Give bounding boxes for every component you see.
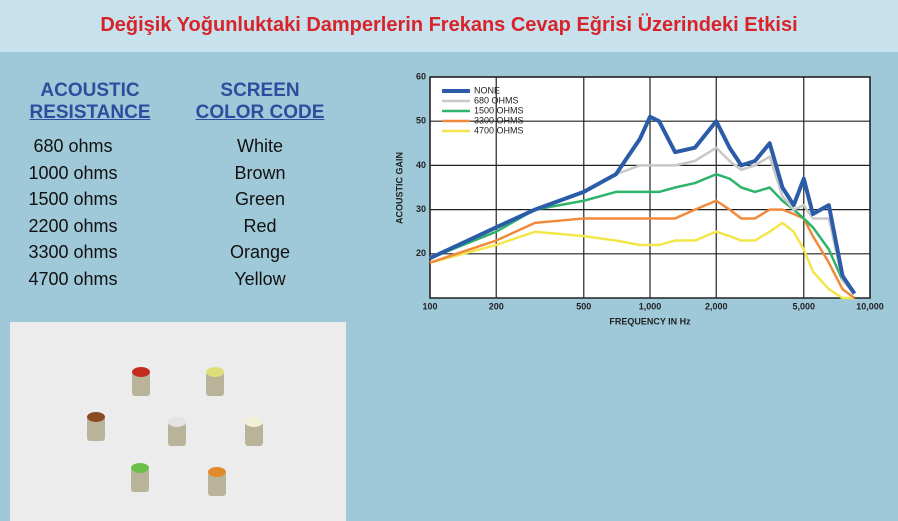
- damper: [208, 467, 226, 496]
- x-tick-label: 500: [576, 301, 591, 311]
- y-tick-label: 20: [416, 248, 426, 258]
- x-tick-label: 100: [422, 301, 437, 311]
- table-cell: Red: [243, 215, 277, 236]
- table-cell: White: [236, 136, 283, 156]
- x-axis-label: FREQUENCY IN Hz: [609, 316, 691, 326]
- table-cell: 1000 ohms: [28, 162, 118, 183]
- damper: [245, 417, 263, 446]
- table-cell: 1500 ohms: [28, 189, 118, 209]
- series-line: [429, 114, 857, 295]
- table-cell: 2200 ohms: [28, 215, 118, 236]
- table-cell: Orange: [229, 242, 291, 262]
- x-tick-label: 10,000: [856, 301, 884, 311]
- damper-photo: [10, 322, 346, 521]
- legend-label: 680 OHMS: [474, 95, 519, 105]
- table-cell: Yellow: [234, 268, 286, 289]
- damper: [131, 463, 149, 492]
- header-line: ACOUSTIC: [40, 80, 140, 101]
- y-axis-label: ACOUSTIC GAIN: [394, 152, 404, 224]
- x-tick-label: 2,000: [705, 301, 728, 311]
- table-cell: Brown: [234, 162, 286, 183]
- legend-label: 1500 OHMS: [474, 105, 524, 115]
- dampers: [87, 367, 263, 496]
- y-tick-label: 60: [416, 71, 426, 81]
- header-line: SCREEN: [220, 80, 300, 101]
- y-tick-label: 30: [416, 204, 426, 214]
- damper: [168, 417, 186, 446]
- y-tick-label: 40: [416, 160, 426, 170]
- damper: [206, 367, 224, 396]
- table-cell: 3300 ohms: [28, 242, 118, 262]
- table-cell: 680 ohms: [33, 136, 113, 156]
- y-tick-label: 50: [416, 116, 426, 126]
- legend-label: 4700 OHMS: [474, 125, 524, 135]
- column-header: SCREEN COLOR CODE: [175, 80, 345, 124]
- table-cell: Green: [234, 189, 286, 209]
- header-line: COLOR CODE: [195, 102, 325, 123]
- x-tick-label: 5,000: [793, 301, 816, 311]
- column-header: ACOUSTIC RESISTANCE: [5, 80, 175, 124]
- legend-label: 3300 OHMS: [474, 115, 524, 125]
- damper: [132, 367, 150, 396]
- plot-frame: [429, 76, 871, 299]
- series-line: [429, 172, 856, 295]
- series-line: [429, 221, 855, 300]
- title-band: [0, 0, 898, 52]
- header-line: RESISTANCE: [29, 102, 151, 123]
- title: Değişik Yoğunluktaki Damperlerin Frekans…: [100, 14, 798, 36]
- table-cell: 4700 ohms: [28, 268, 118, 289]
- legend-label: NONE: [474, 85, 500, 95]
- damper: [87, 412, 105, 441]
- series-line: [429, 199, 856, 300]
- x-tick-label: 200: [489, 301, 504, 311]
- x-tick-label: 1,000: [639, 301, 662, 311]
